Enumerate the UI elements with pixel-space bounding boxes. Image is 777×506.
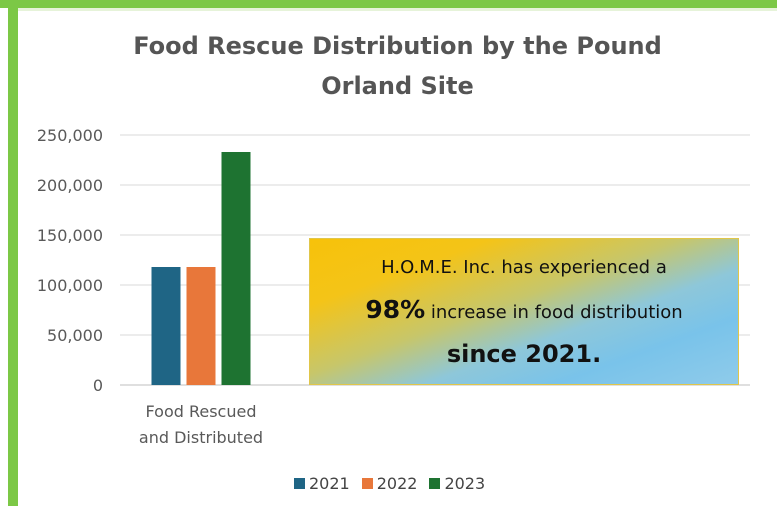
callout-line-1: H.O.M.E. Inc. has experienced a xyxy=(381,257,667,278)
chart-legend: 2021 2022 2023 xyxy=(294,474,497,493)
legend-swatch xyxy=(429,478,441,489)
legend-label: 2022 xyxy=(376,474,418,493)
callout-line-3: since 2021. xyxy=(446,340,602,368)
frame-top-inner-border xyxy=(18,8,777,11)
frame-left-border xyxy=(8,8,18,506)
callout-box: H.O.M.E. Inc. has experienced a 98% incr… xyxy=(309,238,739,385)
legend-label: 2021 xyxy=(309,474,350,493)
bar-2022 xyxy=(186,267,216,385)
y-tick-label: 0 xyxy=(93,376,103,395)
legend-swatch xyxy=(361,478,373,489)
chart-title: Food Rescue Distribution by the Pound xyxy=(133,32,662,60)
legend-item-2023: 2023 xyxy=(429,474,485,493)
callout-line-2-text: increase in food distribution xyxy=(425,302,683,323)
y-tick-label: 200,000 xyxy=(37,176,103,195)
bar-2023 xyxy=(221,152,251,385)
legend-item-2022: 2022 xyxy=(361,474,418,493)
legend-item-2021: 2021 xyxy=(294,474,350,493)
callout-line-2: 98% increase in food distribution xyxy=(310,295,738,324)
bar-2021 xyxy=(151,267,181,385)
frame-top-border xyxy=(0,0,777,8)
callout-percentage: 98% xyxy=(365,295,426,324)
x-category-label: Food Rescued xyxy=(146,402,257,421)
legend-swatch xyxy=(294,478,305,489)
y-tick-label: 50,000 xyxy=(47,326,103,345)
y-tick-label: 150,000 xyxy=(37,226,103,245)
chart-subtitle: Orland Site xyxy=(321,72,474,100)
y-tick-label: 250,000 xyxy=(37,126,103,145)
legend-label: 2023 xyxy=(444,474,486,493)
x-category-label: and Distributed xyxy=(139,428,263,447)
y-tick-label: 100,000 xyxy=(37,276,103,295)
